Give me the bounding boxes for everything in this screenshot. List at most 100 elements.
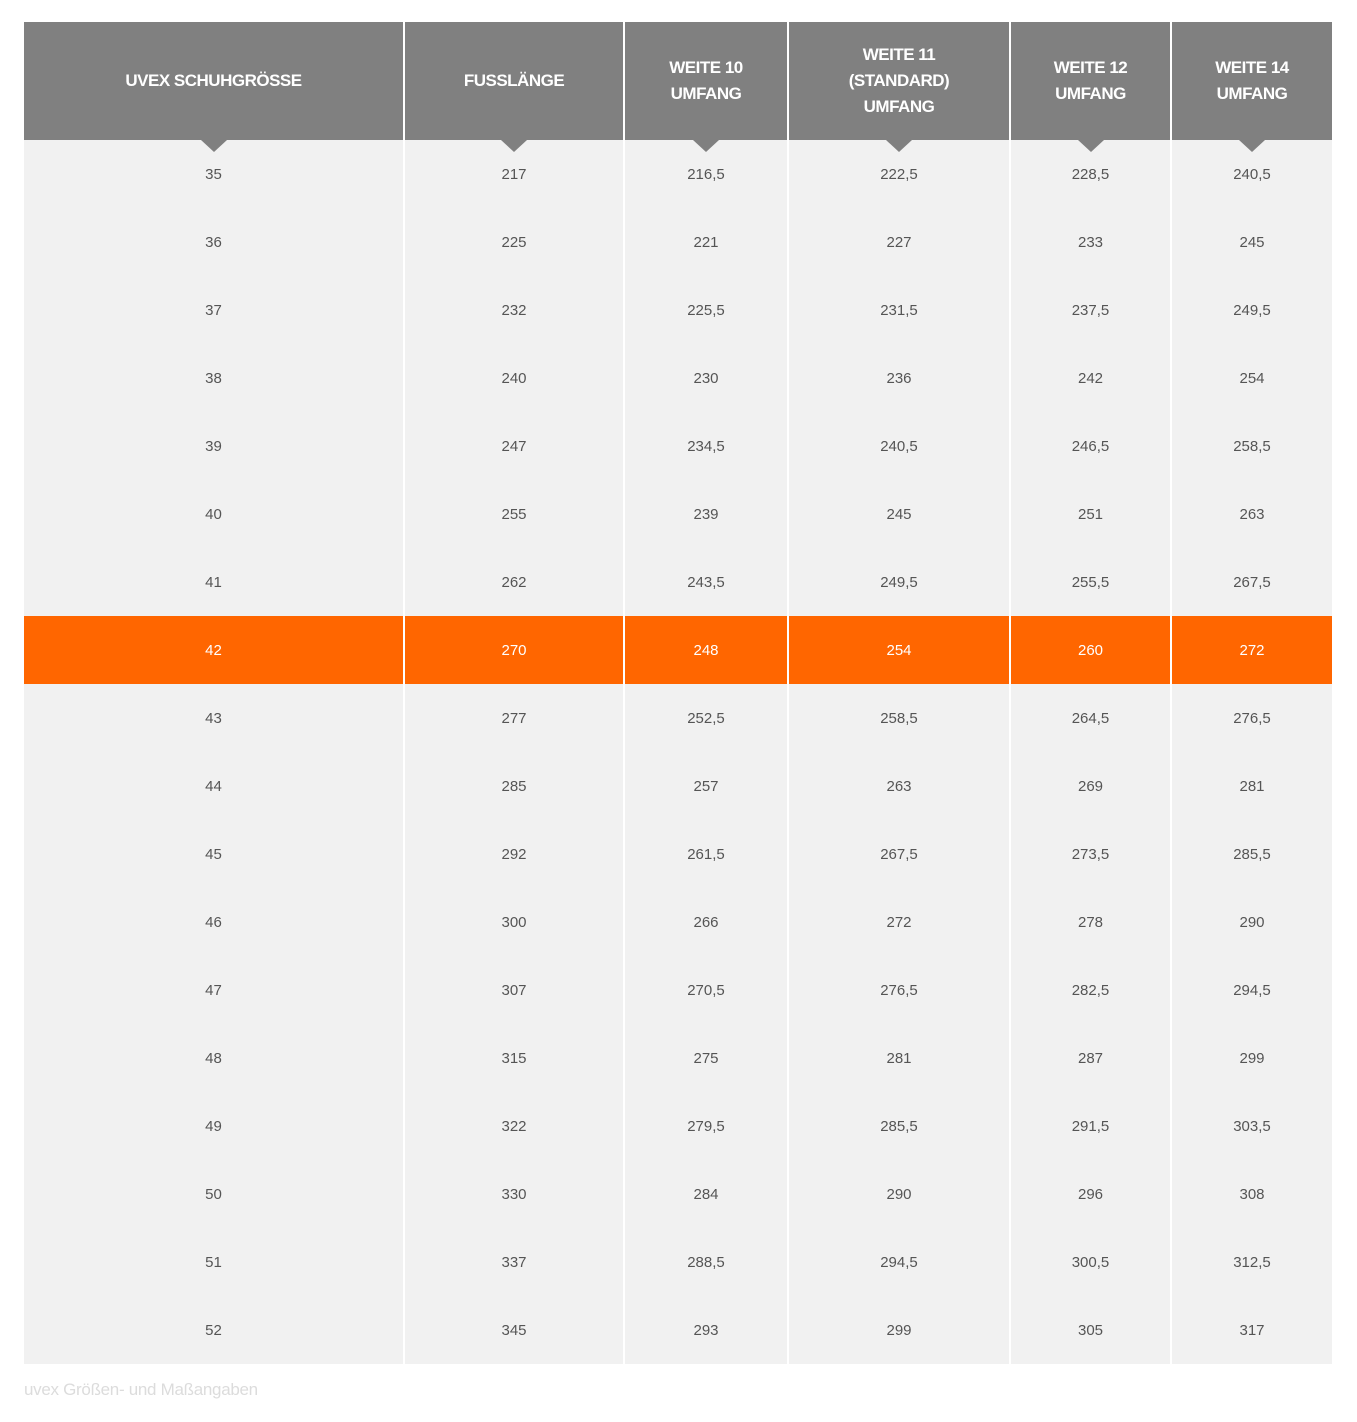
table-cell: 276,5 (1170, 684, 1332, 752)
table-cell: 225,5 (623, 276, 788, 344)
table-cell: 269 (1009, 752, 1171, 820)
table-cell: 252,5 (623, 684, 788, 752)
column-header-label: WEITE 14 UMFANG (1215, 58, 1289, 103)
table-cell: 296 (1009, 1160, 1171, 1228)
table-cell: 273,5 (1009, 820, 1171, 888)
pointer-triangle-icon (1239, 140, 1265, 152)
table-cell: 258,5 (787, 684, 1010, 752)
header-row: UVEX SCHUHGRÖSSE FUSSLÄNGE WEITE 10 UMFANG… (24, 22, 1332, 152)
table-cell: 37 (24, 276, 404, 344)
table-row-highlighted: 42 270 248 254 260 272 (24, 616, 1332, 684)
table-cell: 263 (1170, 480, 1332, 548)
column-header: WEITE 12 UMFANG (1009, 22, 1171, 152)
table-cell: 46 (24, 888, 404, 956)
table-cell: 292 (403, 820, 624, 888)
table-cell: 315 (403, 1024, 624, 1092)
table-cell: 299 (787, 1296, 1010, 1364)
table-cell: 234,5 (623, 412, 788, 480)
pointer-triangle-icon (886, 140, 912, 152)
table-cell: 267,5 (1170, 548, 1332, 616)
table-row: 41 262 243,5 249,5 255,5 267,5 (24, 548, 1332, 616)
column-header: WEITE 14 UMFANG (1170, 22, 1332, 152)
table-cell: 291,5 (1009, 1092, 1171, 1160)
table-cell: 231,5 (787, 276, 1010, 344)
table-cell: 285 (403, 752, 624, 820)
table-cell: 262 (403, 548, 624, 616)
table-cell: 285,5 (787, 1092, 1010, 1160)
size-table: UVEX SCHUHGRÖSSE FUSSLÄNGE WEITE 10 UMFANG… (24, 22, 1332, 1364)
table-row: 37 232 225,5 231,5 237,5 249,5 (24, 276, 1332, 344)
table-cell: 217 (403, 140, 624, 208)
table-row: 39 247 234,5 240,5 246,5 258,5 (24, 412, 1332, 480)
table-cell: 264,5 (1009, 684, 1171, 752)
table-cell: 45 (24, 820, 404, 888)
table-cell: 282,5 (1009, 956, 1171, 1024)
table-cell: 284 (623, 1160, 788, 1228)
table-cell: 257 (623, 752, 788, 820)
table-cell: 270 (403, 616, 624, 684)
table-cell: 260 (1009, 616, 1171, 684)
table-cell: 254 (787, 616, 1010, 684)
table-row: 38 240 230 236 242 254 (24, 344, 1332, 412)
table-cell: 249,5 (787, 548, 1010, 616)
table-cell: 251 (1009, 480, 1171, 548)
table-cell: 40 (24, 480, 404, 548)
pointer-triangle-icon (1077, 140, 1104, 152)
table-cell: 230 (623, 344, 788, 412)
table-cell: 276,5 (787, 956, 1010, 1024)
table-row: 48 315 275 281 287 299 (24, 1024, 1332, 1092)
table-cell: 239 (623, 480, 788, 548)
table-cell: 288,5 (623, 1228, 788, 1296)
table-cell: 242 (1009, 344, 1171, 412)
table-cell: 272 (1170, 616, 1332, 684)
table-cell: 308 (1170, 1160, 1332, 1228)
table-row: 45 292 261,5 267,5 273,5 285,5 (24, 820, 1332, 888)
table-cell: 261,5 (623, 820, 788, 888)
table-cell: 300,5 (1009, 1228, 1171, 1296)
table-cell: 281 (787, 1024, 1010, 1092)
table-row: 36 225 221 227 233 245 (24, 208, 1332, 276)
table-cell: 281 (1170, 752, 1332, 820)
table-cell: 294,5 (787, 1228, 1010, 1296)
column-header: UVEX SCHUHGRÖSSE (24, 22, 404, 152)
table-cell: 232 (403, 276, 624, 344)
table-cell: 303,5 (1170, 1092, 1332, 1160)
table-cell: 300 (403, 888, 624, 956)
table-cell: 277 (403, 684, 624, 752)
column-header: FUSSLÄNGE (403, 22, 624, 152)
column-header: WEITE 10 UMFANG (623, 22, 788, 152)
table-cell: 305 (1009, 1296, 1171, 1364)
table-cell: 227 (787, 208, 1010, 276)
table-cell: 279,5 (623, 1092, 788, 1160)
table-cell: 38 (24, 344, 404, 412)
pointer-triangle-icon (693, 140, 719, 152)
table-cell: 41 (24, 548, 404, 616)
table-cell: 267,5 (787, 820, 1010, 888)
table-cell: 245 (1170, 208, 1332, 276)
table-cell: 50 (24, 1160, 404, 1228)
table-row: 52 345 293 299 305 317 (24, 1296, 1332, 1364)
table-cell: 240 (403, 344, 624, 412)
table-cell: 263 (787, 752, 1010, 820)
table-cell: 39 (24, 412, 404, 480)
table-cell: 52 (24, 1296, 404, 1364)
table-cell: 278 (1009, 888, 1171, 956)
table-cell: 246,5 (1009, 412, 1171, 480)
table-cell: 47 (24, 956, 404, 1024)
table-cell: 247 (403, 412, 624, 480)
table-cell: 322 (403, 1092, 624, 1160)
table-cell: 243,5 (623, 548, 788, 616)
table-cell: 337 (403, 1228, 624, 1296)
table-cell: 287 (1009, 1024, 1171, 1092)
table-row: 40 255 239 245 251 263 (24, 480, 1332, 548)
pointer-triangle-icon (501, 140, 527, 152)
table-cell: 245 (787, 480, 1010, 548)
table-row: 47 307 270,5 276,5 282,5 294,5 (24, 956, 1332, 1024)
table-cell: 233 (1009, 208, 1171, 276)
table-cell: 272 (787, 888, 1010, 956)
table-cell: 43 (24, 684, 404, 752)
table-cell: 44 (24, 752, 404, 820)
pointer-triangle-icon (200, 140, 227, 152)
table-cell: 36 (24, 208, 404, 276)
table-cell: 258,5 (1170, 412, 1332, 480)
